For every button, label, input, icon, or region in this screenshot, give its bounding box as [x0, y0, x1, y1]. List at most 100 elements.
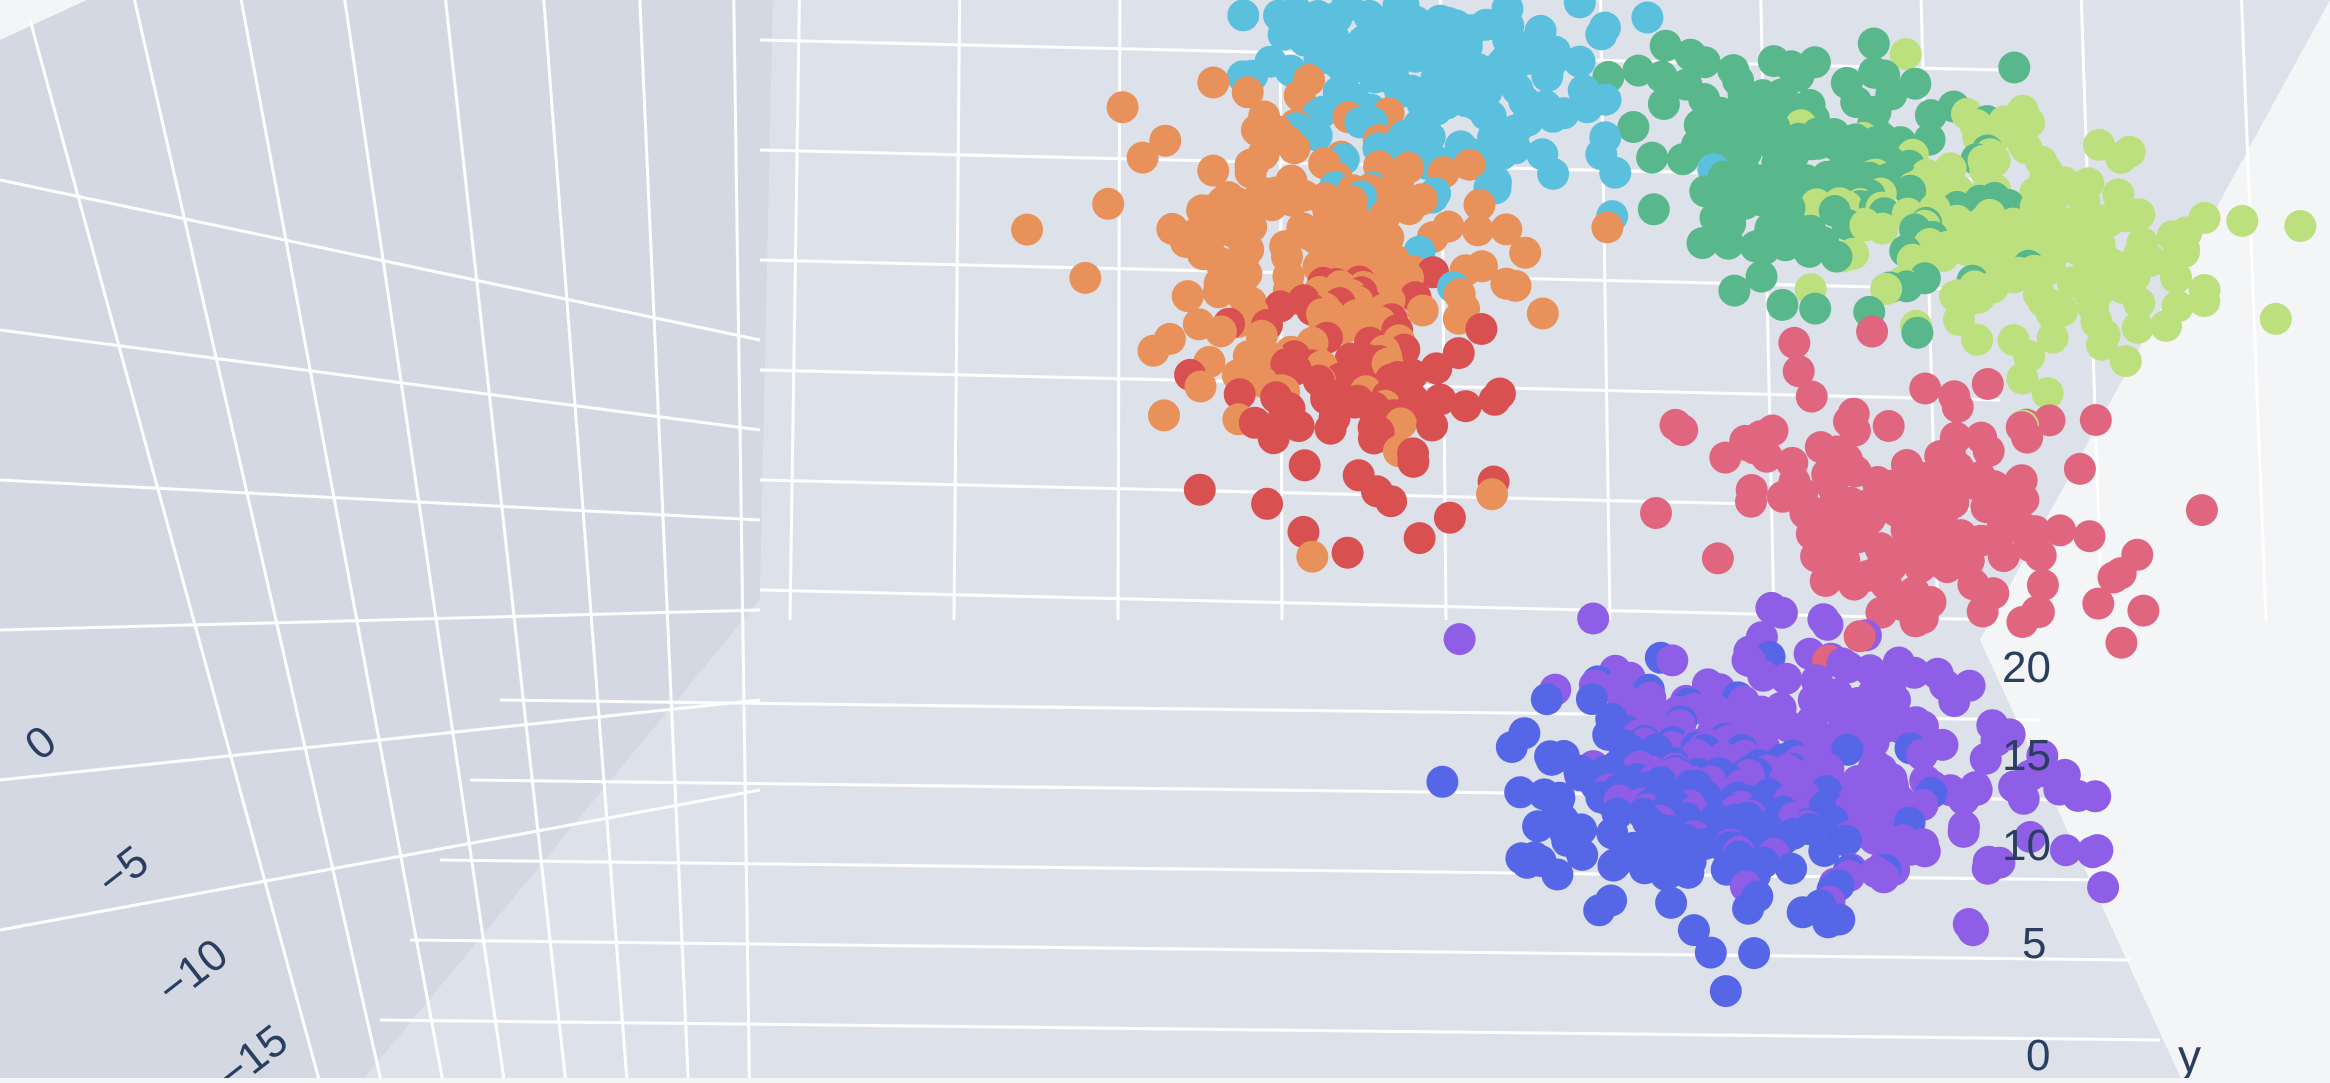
point-s5-21: [2024, 539, 2057, 572]
gridline-back-v-1: [952, 0, 962, 621]
point-s3-70: [1927, 240, 1960, 272]
point-s6-213: [2049, 834, 2082, 867]
point-s1-63: [1462, 214, 1494, 247]
point-s6-195: [1857, 725, 1890, 758]
point-s4-15: [1282, 410, 1315, 443]
point-s2-155: [1820, 240, 1853, 273]
point-s7-34: [1812, 906, 1845, 939]
point-s5-4: [1640, 497, 1672, 529]
point-s2-4: [1718, 274, 1751, 307]
point-s3-2: [2109, 345, 2142, 378]
point-s1-162: [1526, 297, 1559, 330]
point-s1-133: [1197, 154, 1230, 187]
point-s1-158: [1296, 540, 1329, 573]
point-s2-137: [1998, 51, 2031, 84]
point-s7-116: [1732, 892, 1765, 925]
point-s7-45: [1575, 683, 1608, 716]
point-s6-203: [1867, 861, 1900, 894]
y-tick-15: 15: [2002, 731, 2051, 780]
point-s5-144: [1809, 565, 1842, 597]
point-s0-74: [1563, 0, 1596, 19]
point-s6-54: [2007, 782, 2040, 815]
point-s7-74: [1655, 886, 1688, 919]
point-s2-2: [1799, 292, 1832, 325]
gridline-left-d-1: [133, 0, 384, 1083]
point-s3-94: [2121, 311, 2154, 344]
point-s5-89: [1666, 414, 1699, 447]
point-s0-138: [1537, 157, 1570, 190]
point-s4-31: [1257, 422, 1290, 455]
gridline-left-d-5: [542, 0, 629, 1083]
point-s3-163: [2259, 302, 2292, 335]
y-tick-20: 20: [2002, 643, 2051, 692]
point-s2-140: [1899, 67, 1932, 100]
point-s2-113: [1748, 233, 1781, 265]
point-s1-67: [1393, 193, 1426, 226]
point-s5-108: [1709, 441, 1742, 474]
point-s7-3: [1597, 849, 1630, 882]
point-s4-28: [1416, 409, 1449, 442]
point-s5-62: [1856, 315, 1889, 348]
point-s3-143: [1961, 323, 1994, 356]
point-s7-105: [1808, 835, 1841, 867]
point-s1-156: [1453, 148, 1486, 181]
point-s1-75: [1256, 189, 1288, 222]
point-s4-8: [1465, 313, 1498, 345]
point-s6-150: [1969, 742, 2002, 775]
point-s6-53: [1898, 656, 1931, 689]
point-s7-174: [1541, 858, 1574, 891]
point-s2-3: [1688, 46, 1721, 79]
point-s0-28: [1563, 45, 1596, 78]
gridline-left-h-1: [0, 328, 761, 432]
gridline-left-h-3: [0, 608, 761, 632]
point-s4-10: [1331, 536, 1364, 569]
point-s5-115: [1735, 485, 1767, 518]
point-s5-54: [1778, 326, 1811, 359]
point-s6-211: [2087, 871, 2120, 904]
gridline-left-d-7: [732, 0, 751, 1083]
point-s6-24: [1906, 738, 1938, 771]
point-s6-78: [1577, 602, 1610, 635]
point-s7-163: [1426, 765, 1459, 798]
point-s1-87: [1126, 141, 1159, 174]
point-s5-159: [1909, 372, 1942, 405]
point-s1-55: [1011, 213, 1044, 246]
point-s3-10: [2160, 261, 2193, 294]
point-s2-85: [1766, 288, 1799, 321]
gridline-left-h-0: [0, 178, 761, 342]
point-s3-56: [2104, 141, 2137, 174]
gridline-back-v-0: [788, 0, 801, 621]
point-s4-66: [1397, 445, 1430, 478]
point-s2-99: [1901, 316, 1934, 349]
point-s6-117: [1957, 914, 1989, 947]
point-s7-20: [1504, 776, 1537, 809]
point-s5-157: [2026, 569, 2059, 601]
gridline-left-h-5: [0, 788, 761, 932]
point-s7-139: [1677, 914, 1710, 947]
point-s1-48: [1499, 269, 1532, 302]
point-s2-165: [1636, 141, 1669, 174]
point-s2-81: [1712, 227, 1745, 260]
point-s1-33: [1202, 276, 1235, 309]
point-s2-98: [1686, 227, 1719, 260]
point-s6-42: [1443, 623, 1476, 656]
point-s4-65: [1442, 337, 1475, 370]
point-s7-61: [1566, 838, 1599, 871]
point-s4-69: [1403, 522, 1436, 555]
point-s5-128: [1838, 414, 1871, 447]
point-s4-45: [1251, 487, 1284, 520]
gridline-left-d-0: [28, 19, 322, 1083]
point-s3-174: [2123, 287, 2156, 319]
point-s7-50: [1738, 937, 1771, 970]
point-s5-96: [1931, 551, 1964, 584]
point-s4-37: [1424, 383, 1457, 416]
point-s5-37: [2011, 421, 2044, 454]
point-s1-160: [1204, 315, 1237, 348]
point-s5-121: [2082, 587, 2115, 620]
point-s4-33: [1183, 473, 1216, 506]
point-s1-179: [1137, 334, 1170, 367]
point-s5-11: [1904, 551, 1937, 583]
point-s1-173: [1278, 132, 1311, 165]
